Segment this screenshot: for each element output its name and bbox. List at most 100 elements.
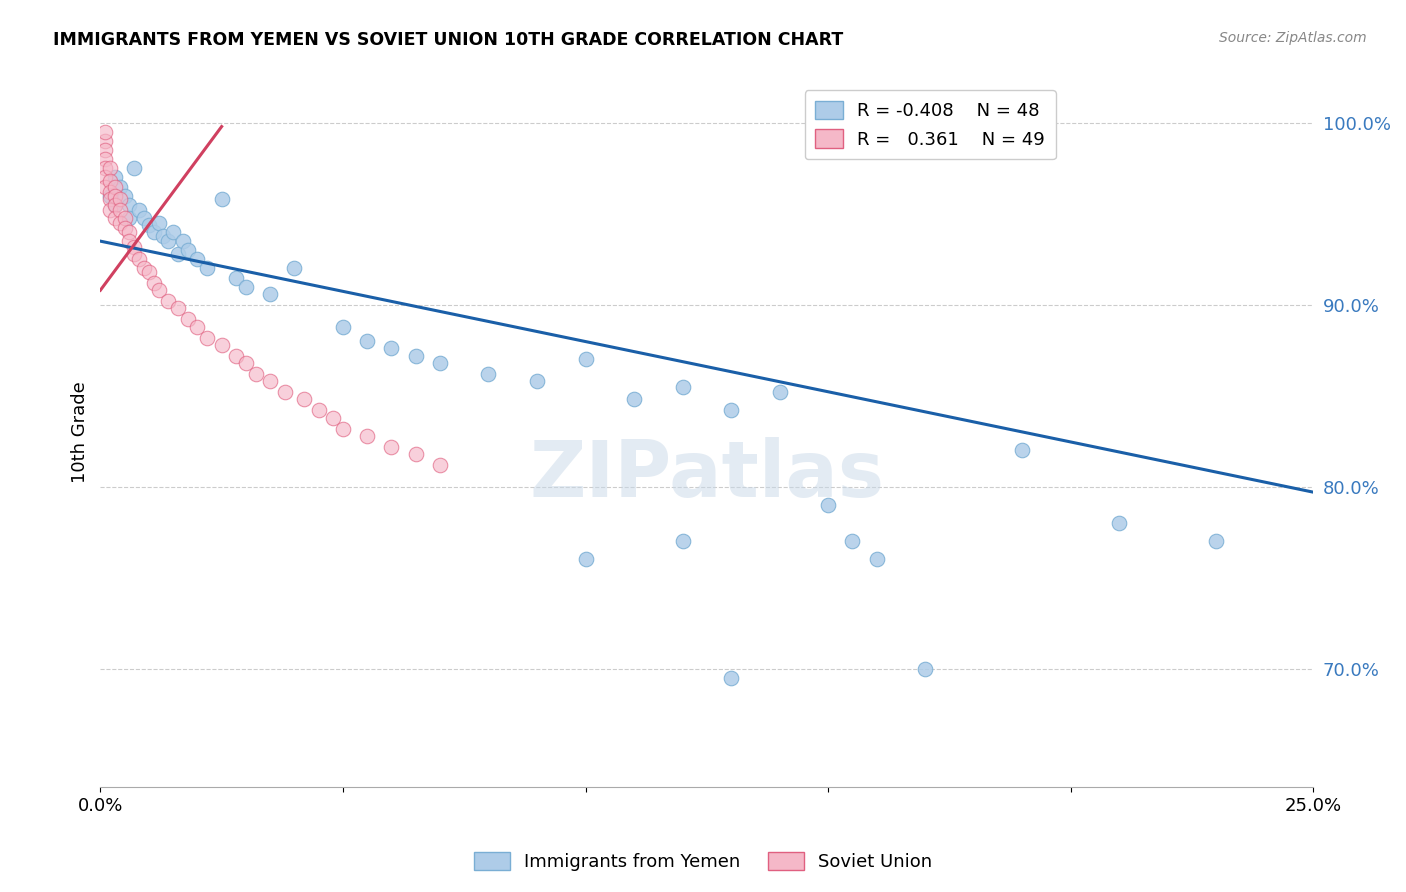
Point xyxy=(98,192,121,206)
Point xyxy=(108,216,131,230)
Point xyxy=(94,170,117,185)
Point xyxy=(114,221,136,235)
Point xyxy=(671,379,693,393)
Point xyxy=(148,216,170,230)
Point xyxy=(152,228,174,243)
Point xyxy=(118,234,141,248)
Point xyxy=(186,319,208,334)
Point xyxy=(98,161,121,176)
Point xyxy=(176,312,198,326)
Text: Source: ZipAtlas.com: Source: ZipAtlas.com xyxy=(1219,31,1367,45)
Point xyxy=(128,252,150,267)
Point xyxy=(118,198,141,212)
Point xyxy=(356,334,378,349)
Point xyxy=(429,356,451,370)
Text: ZIPatlas: ZIPatlas xyxy=(529,437,884,513)
Point xyxy=(405,349,427,363)
Text: IMMIGRANTS FROM YEMEN VS SOVIET UNION 10TH GRADE CORRELATION CHART: IMMIGRANTS FROM YEMEN VS SOVIET UNION 10… xyxy=(53,31,844,49)
Point xyxy=(429,458,451,472)
Point xyxy=(142,225,165,239)
Point xyxy=(405,447,427,461)
Point xyxy=(292,392,315,407)
Point xyxy=(574,352,596,367)
Point xyxy=(138,265,160,279)
Point xyxy=(1108,516,1130,530)
Point xyxy=(526,374,548,388)
Point xyxy=(118,225,141,239)
Point xyxy=(124,247,146,261)
Point xyxy=(245,367,267,381)
Point xyxy=(98,188,121,202)
Point xyxy=(274,385,297,400)
Point xyxy=(98,203,121,218)
Point xyxy=(142,276,165,290)
Point xyxy=(108,192,131,206)
Point xyxy=(132,211,155,225)
Point xyxy=(259,286,281,301)
Point xyxy=(124,239,146,253)
Point xyxy=(477,367,499,381)
Point xyxy=(114,211,136,225)
Point xyxy=(172,234,194,248)
Point xyxy=(574,552,596,566)
Point xyxy=(225,270,247,285)
Point xyxy=(104,170,127,185)
Point xyxy=(380,440,402,454)
Point xyxy=(186,252,208,267)
Y-axis label: 10th Grade: 10th Grade xyxy=(72,381,89,483)
Point xyxy=(308,403,330,417)
Point xyxy=(98,174,121,188)
Point xyxy=(104,211,127,225)
Point xyxy=(380,342,402,356)
Point xyxy=(108,203,131,218)
Point xyxy=(1011,443,1033,458)
Point xyxy=(104,198,127,212)
Point xyxy=(841,534,863,549)
Point xyxy=(138,218,160,232)
Point xyxy=(768,385,790,400)
Point xyxy=(176,244,198,258)
Point xyxy=(132,261,155,276)
Point xyxy=(332,421,354,435)
Point xyxy=(94,153,117,167)
Point xyxy=(817,498,839,512)
Point xyxy=(108,179,131,194)
Point xyxy=(167,301,190,316)
Point xyxy=(157,234,180,248)
Point xyxy=(332,319,354,334)
Point xyxy=(114,188,136,202)
Point xyxy=(720,671,742,685)
Point xyxy=(94,134,117,148)
Point xyxy=(235,356,257,370)
Point xyxy=(720,403,742,417)
Point xyxy=(914,662,936,676)
Point xyxy=(671,534,693,549)
Point xyxy=(235,279,257,293)
Point xyxy=(98,185,121,199)
Point xyxy=(94,179,117,194)
Point xyxy=(94,143,117,157)
Point xyxy=(211,338,233,352)
Point xyxy=(211,192,233,206)
Point xyxy=(259,374,281,388)
Legend: Immigrants from Yemen, Soviet Union: Immigrants from Yemen, Soviet Union xyxy=(467,845,939,879)
Point xyxy=(356,429,378,443)
Point xyxy=(94,125,117,139)
Point xyxy=(128,203,150,218)
Point xyxy=(865,552,887,566)
Legend: R = -0.408    N = 48, R =   0.361    N = 49: R = -0.408 N = 48, R = 0.361 N = 49 xyxy=(804,90,1056,160)
Point xyxy=(283,261,305,276)
Point xyxy=(104,198,127,212)
Point xyxy=(195,330,218,344)
Point xyxy=(157,294,180,309)
Point xyxy=(124,161,146,176)
Point xyxy=(162,225,184,239)
Point xyxy=(195,261,218,276)
Point xyxy=(104,179,127,194)
Point xyxy=(1205,534,1227,549)
Point xyxy=(118,211,141,225)
Point xyxy=(167,247,190,261)
Point xyxy=(623,392,645,407)
Point xyxy=(104,188,127,202)
Point xyxy=(322,410,344,425)
